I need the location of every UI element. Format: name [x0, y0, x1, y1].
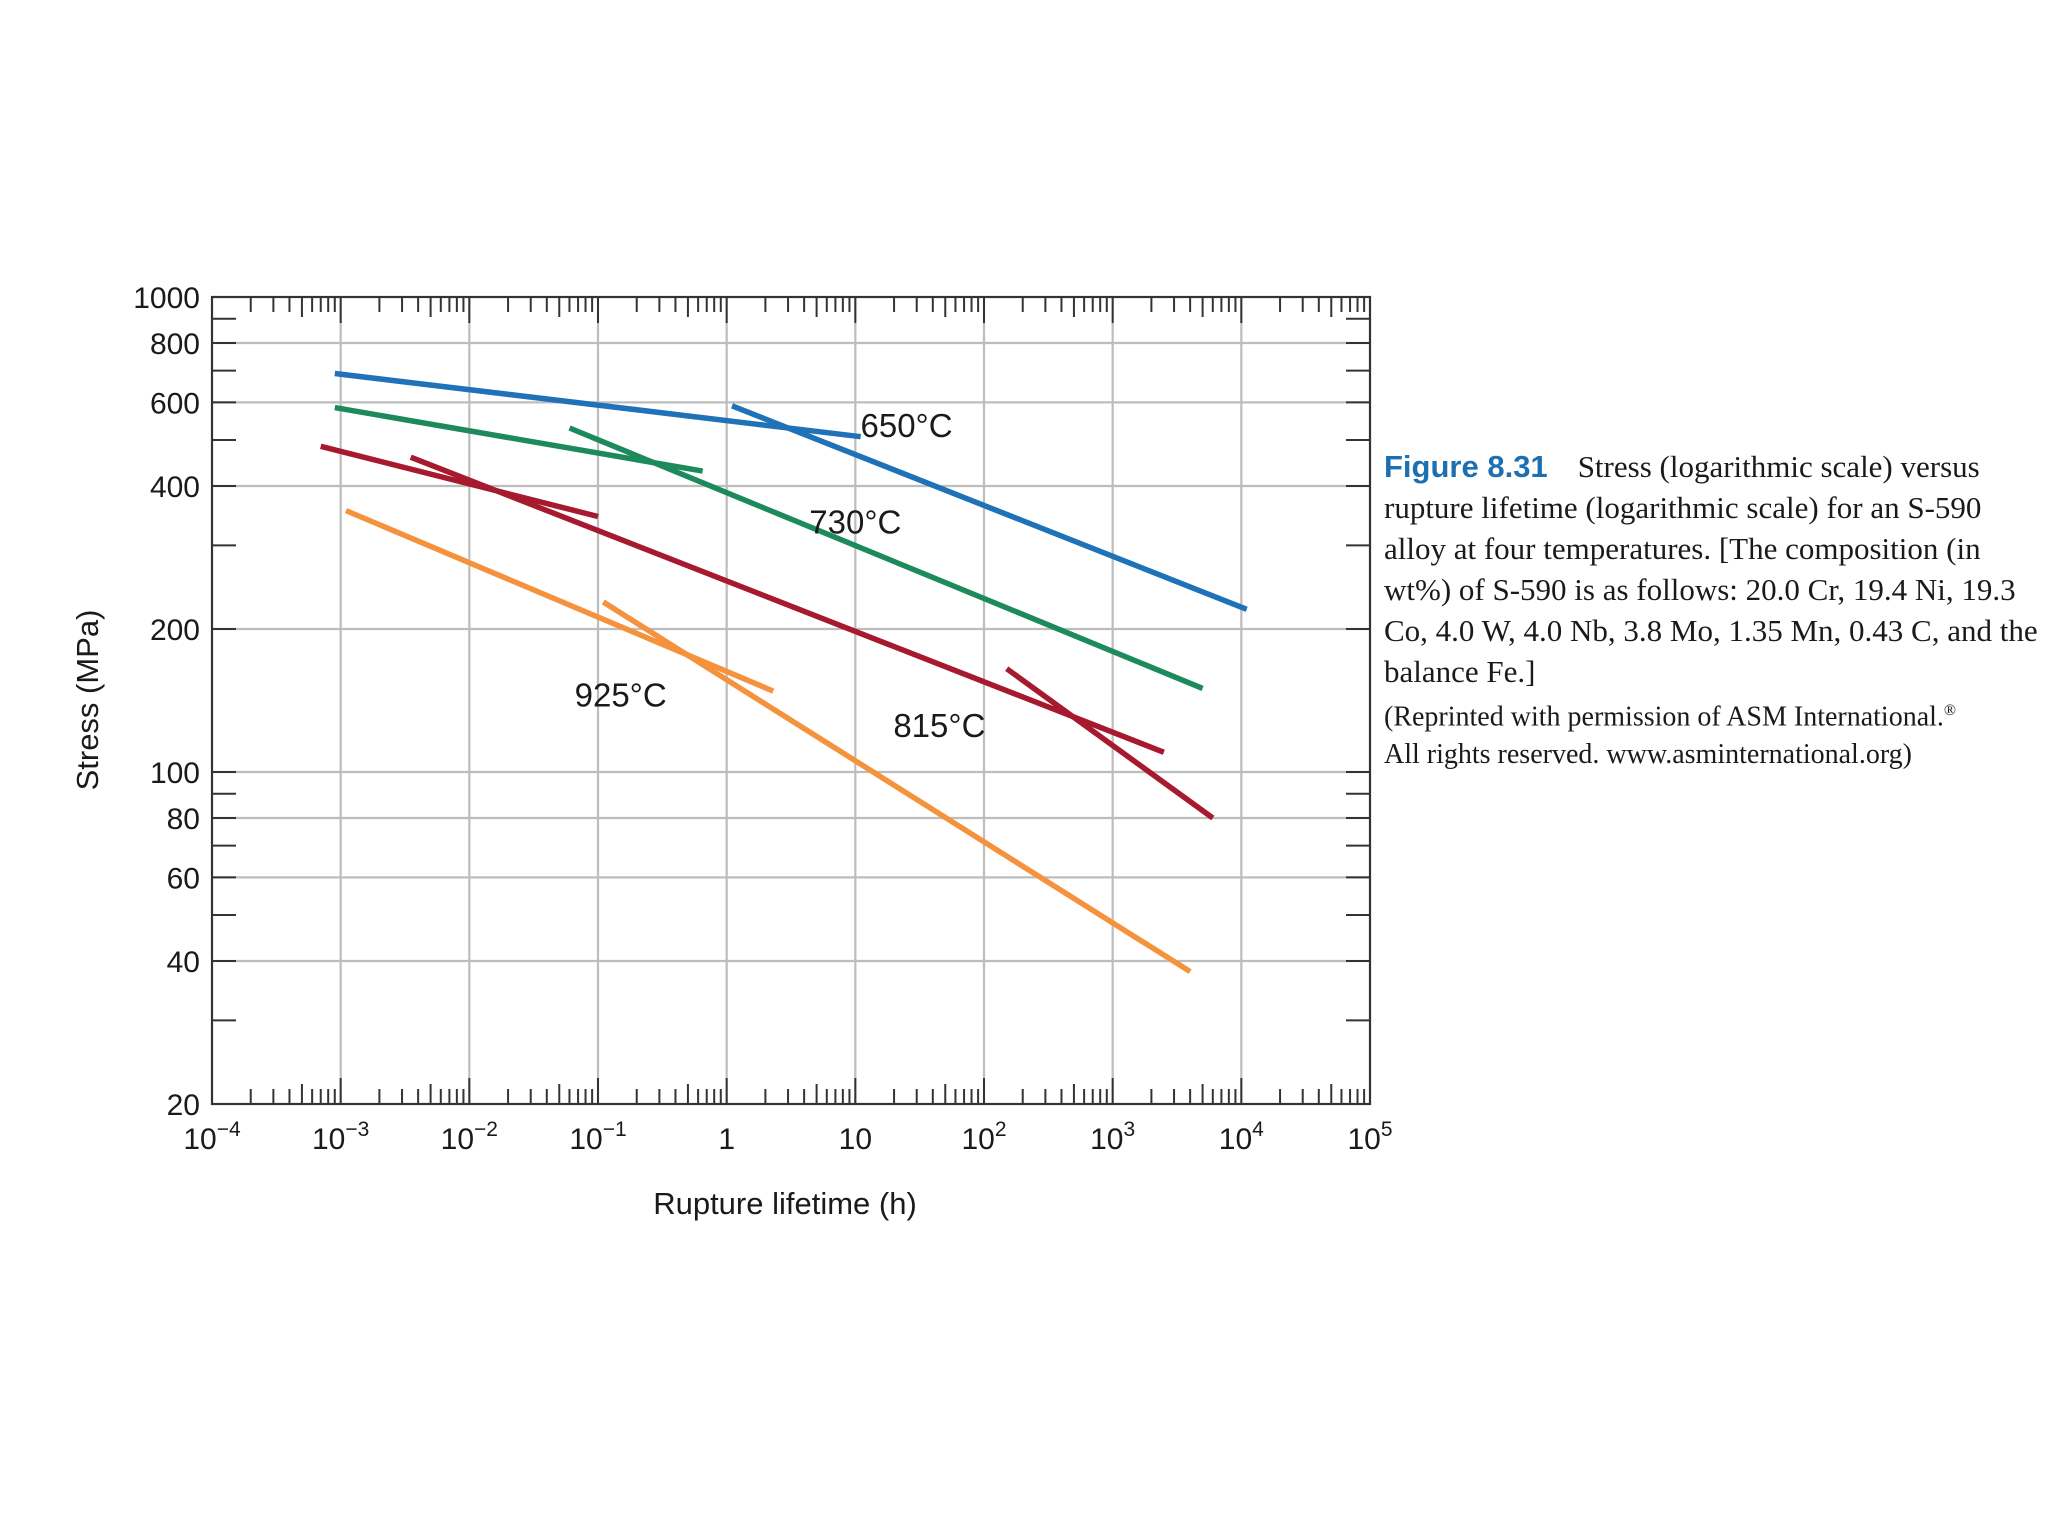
series-label-815: 815°C: [893, 707, 985, 744]
x-tick-base: 10: [569, 1123, 602, 1156]
x-tick-exponent: −1: [603, 1118, 627, 1141]
caption-credit: (Reprinted with permission of ASM Intern…: [1384, 692, 2044, 774]
x-tick-label: 10−4: [183, 1118, 241, 1156]
y-tick-label: 600: [150, 387, 200, 420]
y-tick-label: 800: [150, 328, 200, 361]
x-tick-labels: 10−4 10−3 10−2 10−1 1 10 102 103 104 105: [183, 1118, 1392, 1156]
x-tick-label: 10−3: [312, 1118, 369, 1156]
series-label-925: 925°C: [575, 676, 667, 713]
x-tick-label: 105: [1347, 1118, 1392, 1156]
series-labels: 650°C 730°C 815°C 925°C: [575, 407, 986, 744]
plot-frame: [210, 295, 1372, 1106]
series-line-730: [568, 425, 1204, 691]
y-tick-label: 20: [167, 1089, 200, 1122]
series-label-650: 650°C: [860, 407, 952, 444]
x-tick-base: 10: [1090, 1123, 1123, 1156]
credit-text: (Reprinted with permission of ASM Intern…: [1384, 701, 1944, 733]
caption-text: Stress (logarithmic scale) versus ruptur…: [1384, 449, 2038, 689]
x-tick-base: 10: [839, 1123, 872, 1156]
series-line-925: [601, 599, 1192, 974]
series-line-925: [344, 508, 775, 694]
x-tick-label: 104: [1219, 1118, 1264, 1156]
grid-lines: [212, 297, 1370, 1104]
x-tick-exponent: −4: [217, 1118, 241, 1141]
series-line-815: [1005, 666, 1215, 821]
y-tick-label: 200: [150, 614, 200, 647]
series-line-650: [730, 403, 1248, 612]
y-tick-label: 100: [150, 757, 200, 790]
x-tick-exponent: 5: [1381, 1118, 1393, 1141]
x-tick-exponent: −3: [345, 1118, 369, 1141]
y-tick-label: 40: [167, 946, 200, 979]
x-tick-base: 10: [312, 1123, 345, 1156]
x-tick-base: 10: [1347, 1123, 1380, 1156]
series-label-730: 730°C: [809, 504, 901, 541]
y-axis-title: Stress (MPa): [70, 610, 105, 791]
x-tick-exponent: 4: [1252, 1118, 1264, 1141]
x-tick-base: 10: [183, 1123, 216, 1156]
x-tick-exponent: 3: [1124, 1118, 1136, 1141]
x-tick-label: 10−2: [441, 1118, 498, 1156]
x-tick-base: 10: [961, 1123, 994, 1156]
y-tick-label: 60: [167, 862, 200, 895]
series-line-815: [320, 443, 599, 520]
x-tick-label: 10−1: [569, 1118, 626, 1156]
x-tick-base: 1: [718, 1123, 735, 1156]
y-tick-label: 400: [150, 471, 200, 504]
x-tick-label: 103: [1090, 1118, 1135, 1156]
x-tick-label: 1: [718, 1123, 735, 1156]
series-line-650: [334, 370, 862, 440]
x-tick-exponent: −2: [474, 1118, 498, 1141]
x-tick-label: 102: [961, 1118, 1006, 1156]
registered-mark: ®: [1943, 702, 1957, 719]
figure-caption: Figure 8.31 Stress (logarithmic scale) ve…: [1384, 446, 2044, 774]
y-tick-labels: 1000 800 600 400 200 100 80 60 40 20: [133, 282, 200, 1122]
x-tick-base: 10: [1219, 1123, 1252, 1156]
x-tick-label: 10: [839, 1123, 872, 1156]
series-line-815: [409, 454, 1165, 755]
x-tick-base: 10: [441, 1123, 474, 1156]
credit-text-end: All rights reserved. www.asminternationa…: [1384, 739, 1912, 771]
series-lines: [320, 370, 1248, 974]
x-axis-title: Rupture lifetime (h): [653, 1186, 917, 1221]
series-line-730: [334, 404, 704, 474]
figure-number: Figure 8.31: [1384, 449, 1548, 484]
x-tick-exponent: 2: [995, 1118, 1007, 1141]
y-tick-label: 80: [167, 803, 200, 836]
y-tick-label: 1000: [133, 282, 200, 315]
